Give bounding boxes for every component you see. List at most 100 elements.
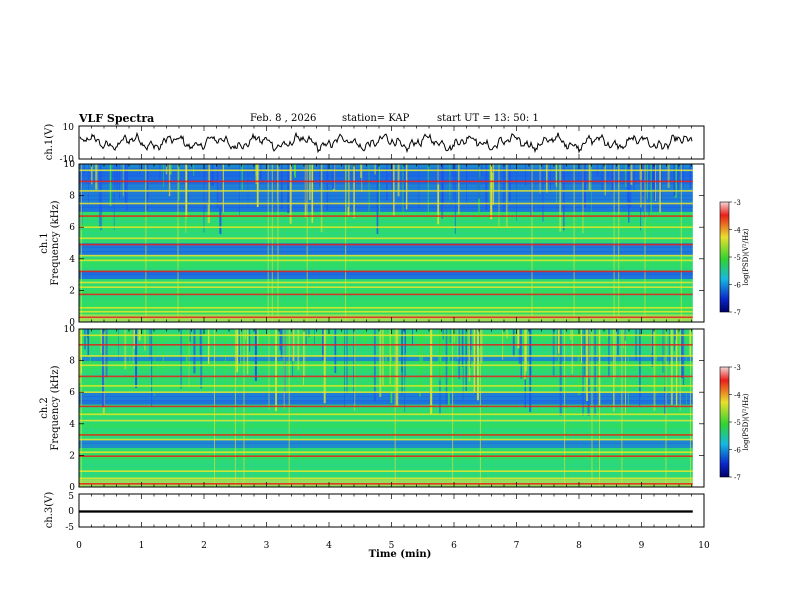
spectrogram-streak (614, 329, 616, 379)
spectrogram-streak (492, 164, 495, 205)
figure-title: VLF Spectra (79, 112, 155, 125)
spectrogram-sferic (618, 164, 620, 322)
ch1-spectrogram (79, 164, 693, 323)
spectrogram-sferic (288, 329, 290, 487)
y-tick-label: 0 (69, 483, 75, 493)
spectrogram-streak (655, 329, 657, 394)
ch3-x-ticks (78, 494, 705, 527)
spectrogram-streak (674, 329, 677, 340)
spectrogram-streak (458, 329, 460, 379)
spectrogram-sferic (452, 329, 454, 487)
spectrogram-line (79, 190, 693, 192)
spectrogram-streak (438, 329, 440, 378)
spectrogram-band (79, 199, 693, 204)
spectrogram-line (79, 286, 693, 288)
spectrogram-streak (675, 329, 678, 406)
spectrogram-band (79, 408, 693, 413)
spectrogram-streak (642, 164, 644, 196)
spectrogram-streak (581, 329, 582, 364)
spectrogram-streak (319, 164, 321, 188)
spectrogram-sferic (80, 164, 82, 322)
spectrogram-streak (256, 329, 259, 344)
spectrogram-streak (601, 164, 603, 193)
spectrogram-streak (563, 164, 565, 231)
spectrogram-line (79, 391, 693, 393)
spectrogram-streak (606, 329, 608, 347)
spectrogram-streak (87, 164, 89, 206)
spectrogram-band (79, 302, 693, 307)
spectrogram-band (79, 262, 693, 268)
spectrogram-streak (254, 329, 257, 382)
spectrogram-streak (556, 164, 557, 203)
spectrogram-line (79, 243, 693, 246)
spectrogram-streak (239, 329, 241, 363)
ch2-spectrogram (79, 329, 693, 488)
spectrogram-streak (405, 164, 408, 210)
spectrogram-streak (390, 164, 393, 190)
spectrogram-streak (281, 164, 283, 209)
spectrogram-streak (633, 164, 635, 191)
spectrogram-streak (582, 164, 584, 234)
x-tick-label: 7 (514, 541, 520, 551)
spectrogram-streak (473, 329, 476, 393)
spectrogram-streak (180, 329, 182, 389)
x-tick-label: 9 (639, 541, 645, 551)
y-tick-label: 8 (69, 192, 75, 202)
spectrogram-streak (207, 329, 210, 364)
spectrogram-band (79, 318, 693, 323)
spectrogram-streak (485, 164, 488, 210)
spectrogram-streak (132, 329, 134, 348)
spectrogram-streak (617, 329, 619, 356)
spectrogram-streak (516, 164, 517, 221)
spectrogram-sferic (690, 329, 691, 487)
spectrogram-band (79, 443, 693, 448)
colorbar-ch2: -3 -4 -5 -6 -7 log(PSD)(V²/Hz) (719, 364, 750, 482)
spectrogram-streak (447, 329, 450, 407)
spectrogram-band (79, 415, 693, 421)
spectrogram-band (79, 203, 693, 208)
spectrogram-streak (498, 164, 500, 227)
x-tick-label: 5 (389, 541, 395, 551)
x-tick-label: 6 (451, 541, 457, 551)
spectrogram-band (79, 187, 693, 193)
spectrogram-band (79, 211, 693, 216)
spectrogram-streak (222, 164, 224, 213)
spectrogram-streak (520, 329, 522, 379)
spectrogram-streak (583, 164, 586, 208)
spectrogram-streak (679, 329, 681, 411)
spectrogram-streak (102, 329, 105, 408)
spectrogram-line (79, 385, 693, 387)
spectrogram-band (79, 290, 693, 295)
spectrogram-line (79, 434, 693, 436)
spectrogram-sferic (214, 329, 215, 487)
y-tick-label: 8 (69, 357, 75, 367)
spectrogram-streak (193, 329, 196, 374)
spectrogram-sferic (80, 329, 82, 487)
spectrogram-streak (80, 164, 82, 204)
spectrogram-streak (304, 329, 306, 378)
spectrogram-streak (588, 164, 591, 191)
spectrogram-streak (670, 329, 673, 405)
spectrogram-band (79, 427, 693, 433)
spectrogram-streak (591, 164, 592, 224)
ch3-ylabel: ch.3(V) (44, 492, 55, 529)
colorbar-ch1-gradient (719, 201, 730, 313)
colorbar-tick-label: -5 (734, 254, 741, 262)
ch1-x-ticks (78, 126, 705, 159)
spectrogram-streak (640, 164, 642, 231)
spectrogram-streak (225, 329, 226, 390)
colorbar-tick-label: -4 (734, 392, 741, 400)
spectrogram-sferic (599, 329, 600, 487)
spectrogram-streak (320, 164, 323, 233)
spectrogram-band (79, 239, 693, 244)
spectrogram-streak (530, 164, 532, 217)
spectrogram-streak (596, 164, 598, 175)
spectrogram-sferic (644, 164, 646, 322)
spectrogram-streak (469, 329, 472, 368)
spectrogram-band (79, 175, 693, 181)
spectrogram-streak (216, 164, 219, 208)
spectrogram-sferic (177, 164, 179, 322)
x-axis-label: Time (min) (369, 549, 432, 560)
ch1-waveform (79, 131, 693, 154)
spectrogram-streak (382, 329, 384, 386)
